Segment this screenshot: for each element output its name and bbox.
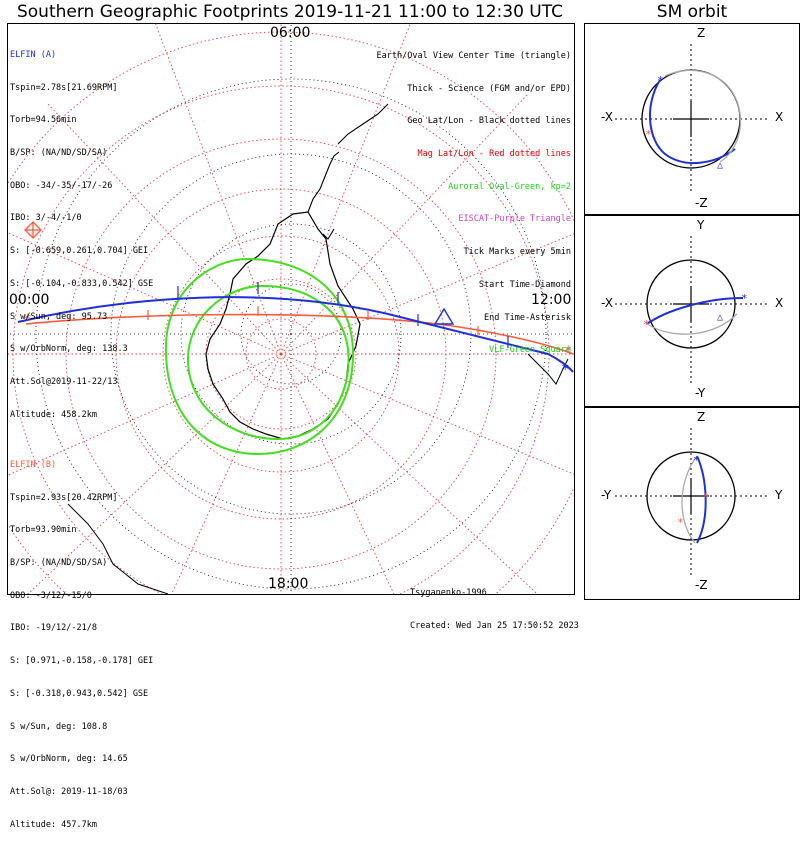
elfin-b-track bbox=[25, 313, 574, 355]
elfin-a-track bbox=[17, 296, 574, 373]
orbit-xz-right-label: X bbox=[775, 110, 784, 124]
elfin-b-line: B/SP: (NA/ND/SD/SA) bbox=[10, 557, 108, 568]
elfin-a-line: S w/Sun, deg: 95.73 bbox=[10, 311, 108, 322]
orbit-yz-left-label: -Y bbox=[601, 488, 612, 502]
orbit-plot-xz: * * △ bbox=[615, 44, 769, 194]
model-credit: Tsyganenko-1996 bbox=[410, 588, 487, 598]
auroral-oval-outer bbox=[164, 257, 355, 456]
elfin-a-line: OBO: -34/-35/-17/-26 bbox=[10, 180, 113, 191]
orbit-xy-right-label: X bbox=[775, 296, 784, 310]
elfin-a-line: B/SP: (NA/ND/SD/SA) bbox=[10, 147, 108, 158]
south-america bbox=[322, 103, 389, 240]
elfin-b-line: Tspin=2.93s[20.42RPM] bbox=[10, 492, 118, 503]
clock-label-bottom: 18:00 bbox=[268, 576, 309, 592]
orbit-yz-top-label: Z bbox=[697, 410, 706, 424]
created-credit: Created: Wed Jan 25 17:50:52 2023 bbox=[410, 621, 579, 631]
elfin-b-line: OBO: -3/12/-15/0 bbox=[10, 590, 92, 601]
elfin-b-line: Torb=93.90min bbox=[10, 525, 77, 536]
orbit-title: SM orbit bbox=[656, 2, 728, 22]
elfin-b-line: S: [-0.318,0.943,0.542] GSE bbox=[10, 688, 149, 699]
elfin-b-line: IBO: -19/12/-21/8 bbox=[10, 623, 97, 634]
clock-label-left: 00:00 bbox=[9, 292, 50, 308]
elfin-b-line: Altitude: 457.7km bbox=[10, 819, 97, 830]
elfin-a-line: Altitude: 458.2km bbox=[10, 409, 97, 420]
antarctic-peninsula bbox=[307, 151, 340, 213]
elfin-a-info: ELFIN (A) Tspin=2.78s[21.69RPM] Torb=94.… bbox=[10, 28, 153, 432]
elfin-b-line: Att.Sol@: 2019-11-18/03 bbox=[10, 787, 128, 797]
svg-text:*: * bbox=[657, 74, 664, 87]
legend-entry: Earth/Oval View Center Time (triangle) bbox=[376, 50, 571, 61]
legend-entry: EISCAT-Purple Triangle bbox=[458, 214, 571, 225]
legend-entry: Thick - Science (FGM and/or EPD) bbox=[407, 83, 571, 94]
elfin-a-line: Tspin=2.78s[21.69RPM] bbox=[10, 82, 118, 93]
start-diamond-marker bbox=[24, 221, 42, 239]
svg-text:*: * bbox=[703, 492, 709, 503]
africa-coast bbox=[527, 353, 569, 385]
elfin-b-start-asterisk: * bbox=[23, 312, 31, 328]
elfin-a-line: Torb=94.56min bbox=[10, 115, 77, 126]
legend-entry: VLF-Green Square bbox=[489, 345, 571, 356]
elfin-a-line: Att.Sol@2019-11-22/13 bbox=[10, 377, 118, 387]
elfin-a-line: S w/OrbNorm, deg: 138.3 bbox=[10, 344, 128, 355]
svg-text:*: * bbox=[643, 318, 650, 331]
map-legend: Earth/Oval View Center Time (triangle) T… bbox=[377, 29, 571, 367]
elfin-a-line: S: [-0.659,0.261,0.704] GEI bbox=[10, 246, 149, 257]
orbit-panel-yz: * * * Z -Z -Y Y bbox=[584, 407, 800, 600]
auroral-oval-inner bbox=[186, 284, 350, 441]
legend-entry: Tick Marks every 5min bbox=[463, 247, 571, 258]
plot-title: Southern Geographic Footprints 2019-11-2… bbox=[16, 2, 563, 22]
orbit-panel-xz: * * △ Z -Z -X X bbox=[584, 23, 800, 215]
orbit-yz-right-label: Y bbox=[775, 488, 783, 502]
svg-text:△: △ bbox=[717, 160, 723, 171]
legend-entry: Auroral Oval-Green, kp=2 bbox=[448, 181, 571, 192]
elfin-a-end-asterisk: * bbox=[561, 362, 569, 378]
legend-entry: End Time-Asterisk bbox=[484, 312, 571, 323]
legend-entry: Geo Lat/Lon - Black dotted lines bbox=[407, 116, 571, 127]
elfin-a-name: ELFIN (A) bbox=[10, 49, 57, 60]
svg-text:*: * bbox=[741, 292, 748, 305]
footprint-map[interactable]: * * * bbox=[8, 24, 574, 594]
elfin-b-name: ELFIN (B) bbox=[10, 459, 57, 470]
svg-text:*: * bbox=[645, 128, 652, 141]
orbit-xz-top-label: Z bbox=[697, 26, 706, 40]
svg-text:*: * bbox=[677, 516, 684, 529]
legend-entry: Start Time-Diamond bbox=[478, 279, 571, 290]
elfin-b-line: S w/OrbNorm, deg: 14.65 bbox=[10, 754, 128, 765]
view-center-triangle bbox=[433, 307, 455, 325]
svg-text:△: △ bbox=[717, 312, 723, 323]
australia-coast bbox=[67, 503, 169, 594]
orbit-xy-left-label: -X bbox=[601, 296, 613, 310]
orbit-plot-xy: * * △ bbox=[615, 236, 769, 386]
orbit-xy-top-label: Y bbox=[697, 218, 705, 232]
elfin-b-line: S: [0.971,-0.158,-0.178] GEI bbox=[10, 656, 154, 667]
orbit-xz-bottom-label: -Z bbox=[695, 196, 708, 210]
footprint-map-frame: * * * 06:00 00:00 12:00 18:00 bbox=[7, 23, 575, 595]
clock-label-right: 12:00 bbox=[531, 292, 572, 308]
orbit-plot-yz: * * * bbox=[615, 428, 769, 578]
orbit-yz-bottom-label: -Z bbox=[695, 578, 708, 592]
svg-text:*: * bbox=[693, 454, 700, 467]
clock-label-top: 06:00 bbox=[270, 25, 311, 41]
credits: Tsyganenko-1996 Created: Wed Jan 25 17:5… bbox=[410, 566, 579, 643]
elfin-a-line: IBO: 3/-4/-1/0 bbox=[10, 213, 82, 224]
legend-entry: Mag Lat/Lon - Red dotted lines bbox=[417, 148, 571, 159]
elfin-b-end-asterisk: * bbox=[564, 344, 572, 360]
elfin-b-line: S w/Sun, deg: 108.8 bbox=[10, 721, 108, 732]
orbit-panel-xy: * * △ Y -Y -X X bbox=[584, 215, 800, 407]
orbit-xy-bottom-label: -Y bbox=[695, 386, 706, 400]
track-tick-marks bbox=[147, 282, 509, 348]
elfin-a-line: S: [-0.104,-0.833,0.542] GSE bbox=[10, 278, 154, 289]
orbit-xz-left-label: -X bbox=[601, 110, 613, 124]
elfin-b-info: ELFIN (B) Tspin=2.93s[20.42RPM] Torb=93.… bbox=[10, 438, 153, 842]
